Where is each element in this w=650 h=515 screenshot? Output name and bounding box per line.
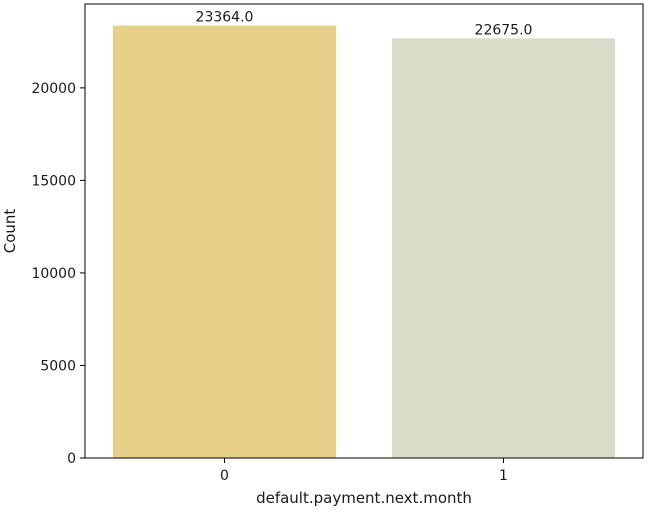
data-label-0: 23364.0 (196, 10, 254, 26)
x-tick-label-1: 1 (499, 468, 508, 484)
y-axis-ticks: 0 5000 10000 15000 20000 (31, 81, 85, 467)
data-label-1: 22675.0 (475, 22, 533, 38)
data-labels-group: 23364.0 22675.0 (196, 10, 533, 39)
y-axis-label: Count (1, 209, 19, 254)
y-tick-label-15000: 15000 (31, 173, 76, 189)
y-tick-label-0: 0 (67, 451, 76, 467)
bar-1 (391, 38, 616, 459)
x-tick-label-0: 0 (220, 468, 229, 484)
bars-group (112, 25, 616, 459)
plot-frame (84, 3, 644, 459)
x-axis-label: default.payment.next.month (256, 489, 472, 507)
bar-0 (112, 25, 337, 459)
y-tick-label-20000: 20000 (31, 81, 76, 97)
y-tick-label-10000: 10000 (31, 266, 76, 282)
y-tick-label-5000: 5000 (40, 358, 76, 374)
